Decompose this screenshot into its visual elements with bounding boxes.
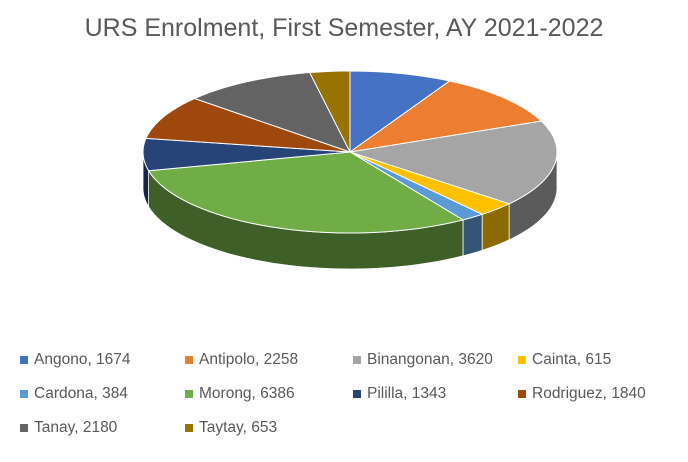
pie-side-cardona bbox=[462, 213, 483, 257]
legend-swatch bbox=[185, 390, 193, 398]
pie-slice-binangonan bbox=[349, 120, 558, 205]
legend-item-cainta: Cainta, 615 bbox=[518, 350, 680, 370]
legend-label: Rodriguez, 1840 bbox=[532, 385, 646, 402]
legend-item-antipolo: Antipolo, 2258 bbox=[185, 350, 353, 370]
legend-swatch bbox=[20, 356, 28, 364]
legend-label: Cardona, 384 bbox=[34, 385, 128, 402]
pie-slice-tanay bbox=[193, 72, 352, 153]
pie-slice-morong bbox=[147, 151, 465, 234]
legend-label: Tanay, 2180 bbox=[34, 419, 118, 436]
legend-swatch bbox=[518, 356, 526, 364]
legend-item-cardona: Cardona, 384 bbox=[20, 384, 185, 404]
pie-slice-cardona bbox=[349, 151, 484, 221]
pie-slice-angono bbox=[349, 70, 451, 153]
legend-label: Taytay, 653 bbox=[199, 419, 278, 436]
legend-label: Pililla, 1343 bbox=[367, 385, 447, 402]
legend-item-angono: Angono, 1674 bbox=[20, 350, 185, 370]
legend-label: Cainta, 615 bbox=[532, 351, 612, 368]
legend-label: Antipolo, 2258 bbox=[199, 351, 299, 368]
pie-slice-antipolo bbox=[349, 80, 543, 153]
legend-item-pililla: Pililla, 1343 bbox=[353, 384, 518, 404]
legend-swatch bbox=[20, 424, 28, 432]
pie-slice-taytay bbox=[308, 70, 351, 153]
legend-item-tanay: Tanay, 2180 bbox=[20, 418, 185, 438]
legend-swatch bbox=[518, 390, 526, 398]
pie-slice-rodriguez bbox=[145, 97, 351, 153]
pie-slice-pililla bbox=[142, 137, 351, 172]
legend-item-rodriguez: Rodriguez, 1840 bbox=[518, 384, 680, 404]
chart-legend: Angono, 1674 Antipolo, 2258 Binangonan, 36… bbox=[20, 350, 680, 438]
legend-item-morong: Morong, 6386 bbox=[185, 384, 353, 404]
legend-label: Binangonan, 3620 bbox=[367, 351, 493, 368]
chart-title: URS Enrolment, First Semester, AY 2021-2… bbox=[84, 14, 604, 42]
legend-label: Angono, 1674 bbox=[34, 351, 131, 368]
legend-item-taytay: Taytay, 653 bbox=[185, 418, 353, 438]
legend-swatch bbox=[353, 390, 361, 398]
legend-swatch bbox=[353, 356, 361, 364]
pie-slice-cainta bbox=[349, 151, 511, 215]
legend-item-binangonan: Binangonan, 3620 bbox=[353, 350, 518, 370]
legend-label: Morong, 6386 bbox=[199, 385, 295, 402]
legend-swatch bbox=[20, 390, 28, 398]
legend-swatch bbox=[185, 356, 193, 364]
legend-swatch bbox=[185, 424, 193, 432]
